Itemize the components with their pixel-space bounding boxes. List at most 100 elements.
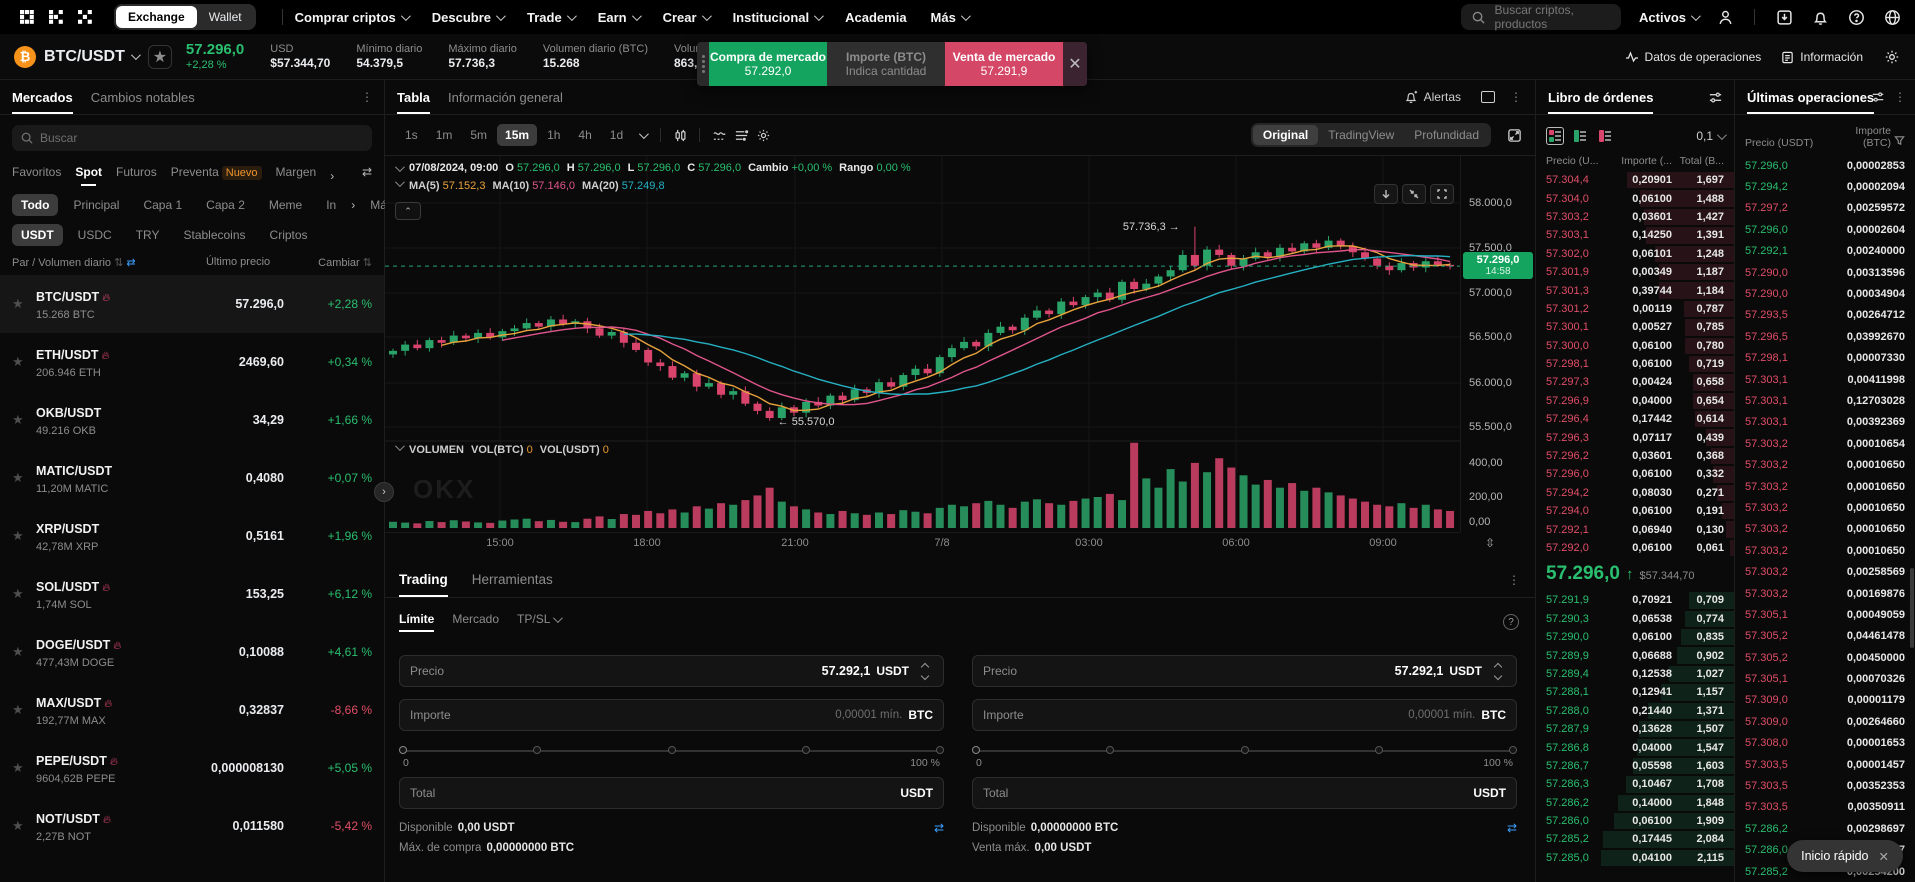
pair-name[interactable]: BTC/USDT [44, 47, 125, 65]
alerts-button[interactable]: Alertas [1404, 90, 1461, 104]
nav-item-crear[interactable]: Crear [663, 10, 712, 25]
category-chip-meme[interactable]: Meme [268, 198, 303, 212]
trade-row[interactable]: 57.296,0 0,00002853 [1745, 159, 1905, 172]
ask-row[interactable]: 57.298,1 0,06100 0,719 [1536, 355, 1734, 373]
market-buy-button[interactable]: Compra de mercado 57.292,0 [709, 42, 827, 86]
language-globe-icon[interactable] [1883, 8, 1901, 26]
precision-dropdown[interactable]: 0,1 [1696, 129, 1727, 143]
market-tab-margen[interactable]: Margen [275, 165, 317, 179]
coin-row-pepe-usdt[interactable]: ★ PEPE/USDT 🔥︎ 9604,62B PEPE 0,000008130 +… [12, 753, 372, 785]
market-tabs-scroll-icon[interactable]: › [330, 168, 335, 183]
activos-menu[interactable]: Activos [1639, 10, 1701, 25]
timeframe-1d[interactable]: 1d [609, 128, 624, 142]
ask-row[interactable]: 57.300,0 0,06100 0,780 [1536, 337, 1734, 355]
trade-row[interactable]: 57.303,2 0,00010650 [1745, 459, 1905, 472]
trade-row[interactable]: 57.305,2 0,04461478 [1745, 630, 1905, 643]
amount-input[interactable]: Importe (BTC) Indica cantidad [827, 42, 945, 86]
star-icon[interactable]: ★ [12, 818, 24, 833]
category-chip-capa-1[interactable]: Capa 1 [143, 198, 183, 212]
order-book-mid-price[interactable]: 57.296,0 ↑ $57.344,70 [1546, 563, 1695, 585]
favorite-star-button[interactable]: ★ [147, 44, 172, 69]
timeframe-1m[interactable]: 1m [435, 128, 453, 142]
coin-row-okb-usdt[interactable]: ★ OKB/USDT 49.216 OKB 34,29 +1,66 % [12, 405, 372, 437]
order-type-l-mite[interactable]: Límite [399, 612, 435, 632]
trade-row[interactable]: 57.303,5 0,00350911 [1745, 801, 1905, 814]
exchange-tab[interactable]: Exchange [116, 6, 197, 28]
toast-close-icon[interactable]: ✕ [1878, 849, 1889, 864]
star-icon[interactable]: ★ [12, 702, 24, 717]
tab-trading[interactable]: Trading [399, 572, 448, 597]
coin-row-not-usdt[interactable]: ★ NOT/USDT 🔥︎ 2,27B NOT 0,011580 -5,42 % [12, 811, 372, 843]
bid-row[interactable]: 57.287,9 0,13628 1,507 [1536, 720, 1734, 738]
measure-ruler-icon[interactable]: ⇳ [1485, 536, 1496, 550]
order-help-icon[interactable]: ? [1503, 614, 1519, 630]
tab-mercados[interactable]: Mercados [12, 90, 73, 114]
category-chip-principal[interactable]: Principal [73, 198, 120, 212]
nav-item-descubre[interactable]: Descubre [432, 10, 506, 25]
category-chip-in[interactable]: In [326, 198, 337, 212]
categories-scroll-icon[interactable]: › [351, 198, 356, 212]
bid-row[interactable]: 57.290,0 0,06100 0,835 [1536, 628, 1734, 646]
star-icon[interactable]: ★ [12, 586, 24, 601]
ask-row[interactable]: 57.294,0 0,06100 0,191 [1536, 502, 1734, 520]
bid-row[interactable]: 57.286,8 0,04000 1,547 [1536, 738, 1734, 756]
bid-row[interactable]: 57.286,0 0,06100 1,909 [1536, 812, 1734, 830]
popup-window-icon[interactable] [1481, 91, 1495, 103]
tab-informacion-general[interactable]: Información general [448, 90, 563, 105]
nav-item-institucional[interactable]: Institucional [733, 10, 824, 25]
trade-row[interactable]: 57.286,2 0,00298697 [1745, 822, 1905, 835]
sell-amount-slider[interactable]: 0 100 % [972, 745, 1517, 769]
order-book-title[interactable]: Libro de órdenes [1548, 90, 1654, 114]
coin-row-max-usdt[interactable]: ★ MAX/USDT 🔥︎ 192,77M MAX 0,32837 -8,66 % [12, 695, 372, 727]
quote-chip-usdt[interactable]: USDT [12, 224, 63, 246]
buy-price-stepper[interactable] [917, 662, 933, 680]
bid-row[interactable]: 57.289,4 0,12538 1,027 [1536, 665, 1734, 683]
ask-row[interactable]: 57.301,9 0,00349 1,187 [1536, 263, 1734, 281]
ask-row[interactable]: 57.292,1 0,06940 0,130 [1536, 520, 1734, 538]
trade-row[interactable]: 57.305,1 0,00049059 [1745, 608, 1905, 621]
download-app-icon[interactable] [1775, 8, 1793, 26]
market-tab-futuros[interactable]: Futuros [116, 165, 157, 179]
buy-amount-field[interactable]: Importe 0,00001 mín. BTC [399, 699, 944, 731]
trades-menu-icon[interactable]: ⋮ [1894, 90, 1907, 104]
trade-row[interactable]: 57.303,2 0,00258569 [1745, 566, 1905, 579]
timeframe-1h[interactable]: 1h [547, 128, 561, 142]
markets-search-input[interactable]: Buscar [12, 125, 372, 151]
trade-row[interactable]: 57.303,5 0,00352353 [1745, 780, 1905, 793]
nav-item-academia[interactable]: Academia [845, 9, 907, 25]
ask-row[interactable]: 57.303,1 0,14250 1,391 [1536, 226, 1734, 244]
ask-row[interactable]: 57.296,9 0,04000 0,654 [1536, 392, 1734, 410]
trade-row[interactable]: 57.303,2 0,00010650 [1745, 480, 1905, 493]
header-cambiar[interactable]: Cambiar ⇅ [318, 257, 372, 269]
coin-row-doge-usdt[interactable]: ★ DOGE/USDT 🔥︎ 477,43M DOGE 0,10088 +4,61 … [12, 637, 372, 669]
tab-cambios-notables[interactable]: Cambios notables [90, 90, 195, 105]
bid-row[interactable]: 57.288,0 0,21440 1,371 [1536, 702, 1734, 720]
price-axis[interactable]: 58.000,0 57.500,0 57.000,0 56.500,0 56.000,0… [1460, 156, 1535, 532]
collapse-indicators-button[interactable]: ⌃ [395, 202, 421, 220]
tab-tabla[interactable]: Tabla [397, 90, 430, 114]
trading-menu-icon[interactable]: ⋮ [1508, 573, 1521, 587]
star-icon[interactable]: ★ [12, 412, 24, 427]
datos-operaciones-link[interactable]: Datos de operaciones [1625, 50, 1761, 64]
market-tab-spot[interactable]: Spot [75, 165, 102, 186]
trade-row[interactable]: 57.303,2 0,00010650 [1745, 523, 1905, 536]
trade-row[interactable]: 57.294,2 0,00002094 [1745, 181, 1905, 194]
trade-row[interactable]: 57.303,2 0,00010650 [1745, 501, 1905, 514]
trade-row[interactable]: 57.290,0 0,00313596 [1745, 266, 1905, 279]
ask-row[interactable]: 57.292,0 0,06100 0,061 [1536, 539, 1734, 557]
sell-price-field[interactable]: Precio 57.292,1 USDT [972, 655, 1517, 687]
chart-settings-gear-icon[interactable] [754, 126, 772, 144]
star-icon[interactable]: ★ [12, 470, 24, 485]
candlestick-style-icon[interactable] [671, 126, 689, 144]
nav-item-trade[interactable]: Trade [527, 10, 577, 25]
ask-row[interactable]: 57.303,2 0,03601 1,427 [1536, 208, 1734, 226]
bid-row[interactable]: 57.285,2 0,17445 2,084 [1536, 830, 1734, 848]
ask-row[interactable]: 57.296,2 0,03601 0,368 [1536, 447, 1734, 465]
ask-row[interactable]: 57.301,2 0,00119 0,787 [1536, 300, 1734, 318]
profile-icon[interactable] [1716, 8, 1734, 26]
trade-row[interactable]: 57.298,1 0,00007330 [1745, 352, 1905, 365]
trade-row[interactable]: 57.305,1 0,00070326 [1745, 673, 1905, 686]
bid-row[interactable]: 57.285,0 0,04100 2,115 [1536, 849, 1734, 867]
sell-total-field[interactable]: Total USDT [972, 777, 1517, 809]
indicators-icon[interactable] [710, 126, 728, 144]
